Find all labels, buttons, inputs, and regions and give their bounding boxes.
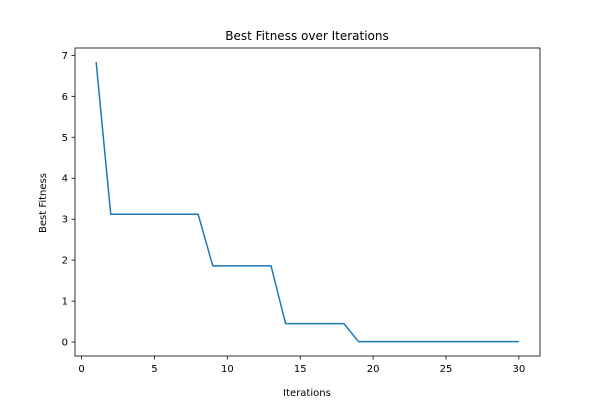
- axes-frame: [74, 47, 541, 357]
- y-axis-label: Best Fitness: [38, 173, 49, 233]
- x-tick-label: 15: [294, 364, 307, 375]
- chart-title: Best Fitness over Iterations: [225, 29, 389, 43]
- y-axis-ticks: 0 1 2 3 4 5 6 7: [62, 51, 75, 349]
- plot-area: [74, 47, 541, 357]
- y-tick-label: 3: [62, 215, 68, 226]
- y-tick-label: 2: [62, 256, 68, 267]
- x-tick-label: 20: [367, 364, 380, 375]
- x-tick-label: 30: [512, 364, 525, 375]
- y-tick-label: 0: [62, 338, 68, 349]
- y-tick-label: 6: [62, 92, 68, 103]
- y-tick-label: 5: [62, 133, 68, 144]
- x-tick-label: 10: [221, 364, 234, 375]
- y-tick-label: 1: [62, 297, 68, 308]
- x-axis-ticks: 0 5 10 15 20 25 30: [78, 356, 525, 375]
- series-line-0: [95, 61, 519, 343]
- x-tick-label: 0: [78, 364, 84, 375]
- x-axis-label: Iterations: [283, 388, 331, 399]
- x-tick-label: 5: [151, 364, 157, 375]
- y-tick-label: 7: [62, 51, 68, 62]
- y-tick-label: 4: [62, 174, 68, 185]
- x-tick-label: 25: [440, 364, 453, 375]
